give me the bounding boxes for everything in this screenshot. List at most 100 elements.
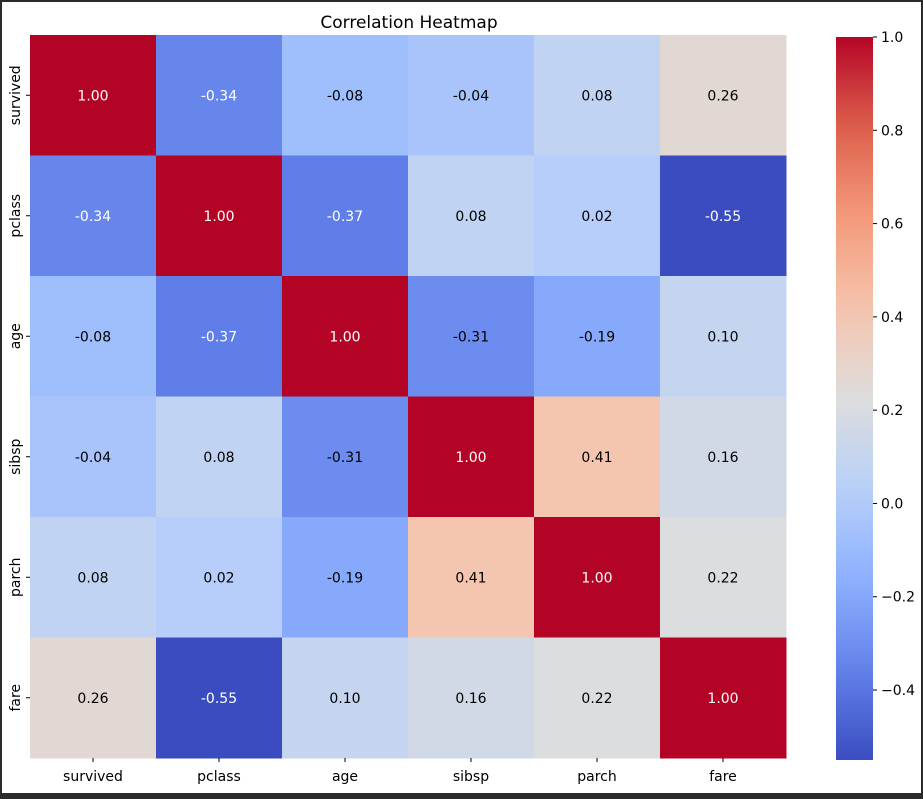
heatmap-cell [534, 155, 661, 277]
cell-value-label: 1.00 [455, 450, 486, 466]
heatmap-cell [660, 396, 787, 518]
cell-value-label: -0.55 [201, 691, 237, 707]
cell-value-label: 0.08 [77, 570, 108, 586]
cell-value-label: -0.19 [327, 570, 363, 586]
cell-value-label: -0.34 [75, 209, 111, 225]
heatmap-cell [30, 276, 157, 397]
colorbar-tick-label: 0.2 [881, 403, 903, 419]
cell-value-label: 0.02 [581, 209, 612, 225]
heatmap-cell [282, 637, 409, 759]
cell-value-label: 0.08 [203, 450, 234, 466]
cell-value-label: 0.26 [77, 691, 108, 707]
cell-value-label: 1.00 [203, 209, 234, 225]
cell-value-label: 0.16 [707, 450, 738, 466]
heatmap-cell [156, 517, 283, 638]
y-axis: survived pclass age sibsp parch fare [8, 65, 30, 712]
heatmap-cell [282, 517, 409, 638]
heatmap-cells [30, 35, 787, 759]
heatmap-cell [30, 517, 157, 638]
cell-value-label: -0.08 [327, 88, 363, 104]
colorbar: −0.4 −0.2 0.0 0.2 0.4 0.6 0.8 1.0 [836, 30, 915, 760]
heatmap-cell [408, 517, 535, 638]
cell-value-label: 0.41 [455, 570, 486, 586]
heatmap-cell [534, 276, 661, 397]
heatmap-cell [408, 396, 535, 518]
cell-value-label: -0.31 [327, 450, 363, 466]
heatmap-cell [156, 637, 283, 759]
cell-value-label: 0.02 [203, 570, 234, 586]
heatmap-cell [282, 276, 409, 397]
x-axis: survived pclass age sibsp parch fare [63, 758, 737, 785]
cell-value-label: 1.00 [707, 691, 738, 707]
heatmap-cell [534, 396, 661, 518]
y-tick-label: age [8, 323, 24, 349]
y-tick-label: fare [8, 684, 24, 712]
cell-value-label: 0.08 [455, 209, 486, 225]
cell-value-label: 0.26 [707, 88, 738, 104]
cell-value-label: 0.22 [581, 691, 612, 707]
cell-value-label: -0.34 [201, 88, 237, 104]
cell-value-label: 0.10 [707, 329, 738, 345]
cell-value-label: -0.37 [327, 209, 363, 225]
x-tick-label: sibsp [453, 769, 489, 785]
cell-value-label: -0.04 [453, 88, 489, 104]
colorbar-tick-label: −0.4 [881, 683, 915, 699]
heatmap-cell [30, 155, 157, 277]
heatmap-cell [660, 637, 787, 759]
heatmap-cell [408, 35, 535, 156]
heatmap-cell [660, 517, 787, 638]
heatmap-cell [282, 155, 409, 277]
cell-value-label: 1.00 [581, 570, 612, 586]
y-tick-label: survived [8, 65, 24, 125]
x-tick-label: survived [63, 769, 123, 785]
cell-value-label: 0.10 [329, 691, 360, 707]
cell-value-label: 1.00 [77, 88, 108, 104]
heatmap-cell [30, 637, 157, 759]
heatmap-cell [156, 396, 283, 518]
heatmap-cell [156, 35, 283, 156]
x-tick-label: pclass [197, 769, 241, 785]
cell-value-label: 0.08 [581, 88, 612, 104]
cell-value-label: 0.22 [707, 570, 738, 586]
heatmap-cell [534, 637, 661, 759]
cell-value-label: -0.19 [579, 329, 615, 345]
y-tick-label: pclass [8, 194, 24, 238]
heatmap-cell [282, 35, 409, 156]
colorbar-tick-label: 0.0 [881, 496, 903, 512]
heatmap-cell [660, 276, 787, 397]
y-tick-label: parch [8, 558, 24, 597]
cell-value-label: -0.04 [75, 450, 111, 466]
heatmap-cell [660, 155, 787, 277]
heatmap-cell [30, 396, 157, 518]
heatmap-annotations: 1.00 -0.34 -0.08 -0.04 0.08 0.26 -0.34 1.00 -0.3… [75, 88, 741, 707]
colorbar-tick-label: 0.4 [881, 310, 903, 326]
x-tick-label: age [332, 769, 358, 785]
cell-value-label: 0.41 [581, 450, 612, 466]
heatmap-cell [408, 637, 535, 759]
x-tick-label: parch [577, 769, 616, 785]
x-tick-label: fare [709, 769, 737, 785]
colorbar-tick-label: −0.2 [881, 590, 915, 606]
heatmap-cell [660, 35, 787, 156]
chart-title: Correlation Heatmap [320, 13, 497, 33]
cell-value-label: 0.16 [455, 691, 486, 707]
heatmap-cell [534, 517, 661, 638]
heatmap-cell [534, 35, 661, 156]
colorbar-tick-label: 0.6 [881, 217, 903, 233]
heatmap-cell [282, 396, 409, 518]
cell-value-label: -0.31 [453, 329, 489, 345]
colorbar-tick-label: 1.0 [881, 30, 903, 46]
cell-value-label: 1.00 [329, 329, 360, 345]
heatmap-cell [156, 276, 283, 397]
y-tick-label: sibsp [8, 439, 24, 475]
cell-value-label: -0.55 [705, 209, 741, 225]
colorbar-gradient [836, 37, 873, 760]
heatmap-cell [156, 155, 283, 277]
cell-value-label: -0.08 [75, 329, 111, 345]
heatmap-cell [408, 155, 535, 277]
heatmap-cell [408, 276, 535, 397]
colorbar-tick-label: 0.8 [881, 123, 903, 139]
cell-value-label: -0.37 [201, 329, 237, 345]
